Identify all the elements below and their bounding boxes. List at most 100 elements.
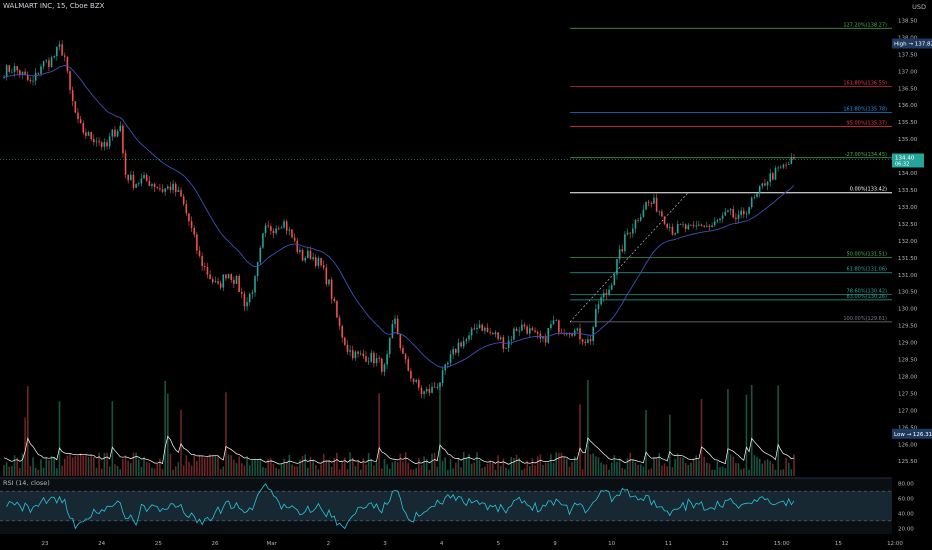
candle-body: [32, 80, 34, 82]
volume-bar: [428, 469, 431, 476]
volume-bar: [285, 461, 288, 476]
candle-body: [497, 332, 499, 340]
volume-bar: [492, 461, 494, 476]
volume-bar: [193, 454, 196, 476]
price-tick-label: 135.00: [898, 137, 918, 143]
candle-body: [270, 226, 272, 231]
volume-bar: [444, 457, 447, 476]
candle-body: [185, 204, 188, 214]
volume-bar: [674, 458, 676, 476]
candle-body: [748, 207, 750, 214]
candle-body: [119, 125, 122, 132]
candle-body: [568, 333, 571, 335]
volume-bar: [211, 454, 214, 476]
volume-bar: [322, 453, 325, 476]
candle-body: [650, 202, 653, 204]
volume-bar: [782, 469, 785, 476]
candle-body: [745, 213, 748, 215]
volume-bar: [497, 455, 499, 476]
candle-body: [433, 386, 436, 388]
volume-bar: [706, 462, 708, 476]
price-pane[interactable]: 127.20%(138.27) 161.80%(136.55) 161.80%(13…: [0, 0, 892, 478]
price-pane-background: [0, 0, 892, 478]
volume-bar: [439, 382, 441, 476]
price-axis[interactable]: 138.50 138.00 137.50 137.00 136.50 136.00 135.…: [892, 0, 932, 534]
candle-body: [536, 331, 539, 334]
candle-body: [684, 224, 687, 230]
volume-bar: [264, 467, 267, 476]
candle-body: [494, 332, 497, 335]
candle-body: [309, 250, 312, 260]
candle-body: [349, 350, 351, 352]
candle-body: [328, 279, 330, 285]
rsi-indicator-title[interactable]: RSI (14, close): [3, 479, 50, 487]
volume-bar: [291, 464, 293, 476]
volume-bar: [621, 467, 624, 476]
rsi-tick-label: 20.00: [898, 526, 914, 532]
volume-bar: [201, 456, 203, 476]
price-tick-label: 127.00: [898, 408, 918, 414]
candle-body: [56, 46, 58, 57]
candle-body: [565, 333, 568, 335]
candle-body: [756, 193, 758, 197]
volume-bar: [243, 465, 246, 476]
volume-bar: [473, 462, 476, 476]
candle-body: [394, 318, 396, 325]
candle-body: [182, 196, 185, 205]
volume-bar: [280, 463, 283, 476]
fibonacci-retracement[interactable]: 127.20%(138.27) 161.80%(136.55) 161.80%(13…: [570, 22, 892, 323]
symbol-title[interactable]: WALMART INC, 15, Cboe BZX: [3, 2, 105, 10]
candle-body: [629, 232, 631, 234]
candle-body: [552, 320, 555, 325]
candle-body: [663, 216, 666, 224]
candle-body: [769, 173, 772, 182]
volume-bar: [180, 409, 182, 476]
candle-body: [674, 233, 676, 235]
volume-bar: [24, 417, 26, 476]
volume-bar: [293, 466, 296, 476]
candle-body: [436, 387, 439, 389]
volume-bar: [779, 469, 782, 476]
volume-bar: [330, 466, 333, 476]
volume-bar: [381, 468, 383, 476]
candle-body: [560, 332, 563, 334]
volume-bar: [571, 462, 573, 476]
candle-body: [122, 125, 124, 154]
candle-body: [484, 327, 486, 331]
volume-bar: [256, 459, 259, 476]
volume-bar: [602, 464, 605, 476]
volume-bar: [140, 466, 143, 476]
price-tick-label: 126.50: [898, 425, 918, 431]
rsi-pane[interactable]: [0, 478, 892, 534]
candle-body: [740, 210, 742, 215]
volume-bar: [227, 454, 230, 476]
volume-bar: [399, 453, 402, 476]
candle-body: [351, 350, 354, 359]
fib-level-label: 95.00%(135.37): [847, 121, 888, 127]
price-tick-label: 125.50: [898, 459, 918, 465]
price-tick-label: 137.50: [898, 52, 918, 58]
volume-bar: [71, 457, 74, 476]
volume-bar: [457, 457, 460, 476]
volume-bar: [743, 468, 745, 476]
time-tick-label: 4: [440, 541, 444, 547]
volume-bar: [748, 469, 750, 476]
volume-bar: [74, 455, 77, 476]
fib-level-label: 127.20%(138.27): [843, 22, 887, 28]
candle-body: [61, 44, 63, 56]
candle-body: [241, 291, 243, 294]
candle-body: [589, 339, 592, 342]
candle-body: [455, 348, 457, 353]
candle-body: [507, 340, 510, 349]
candle-body: [238, 276, 240, 292]
candle-body: [251, 292, 254, 294]
volume-bar: [729, 454, 732, 476]
time-axis[interactable]: 23 24 25 26 Mar 2 3 4 5 9 10 11 12 15:00 15 12:00: [0, 534, 932, 550]
volume-bar: [505, 467, 507, 476]
volume-bar: [106, 452, 108, 476]
price-tick-label: 136.50: [898, 86, 918, 92]
candle-body: [225, 274, 227, 279]
currency-label[interactable]: USD: [912, 3, 926, 11]
candle-body: [381, 358, 383, 372]
